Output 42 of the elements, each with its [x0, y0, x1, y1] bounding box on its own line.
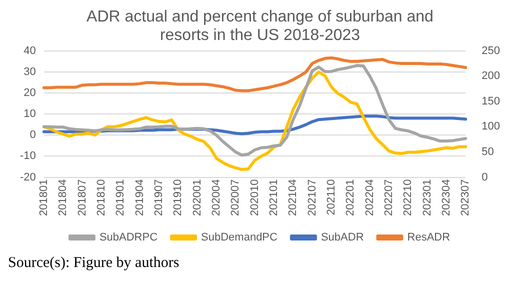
- x-tick-label: 202204: [364, 179, 376, 216]
- x-tick-label: 201810: [95, 179, 108, 216]
- y2-tick-label: 100: [482, 120, 500, 133]
- y2-tick-label: 250: [482, 44, 500, 57]
- y-tick-label: 10: [24, 108, 36, 120]
- x-tick-label: 201807: [76, 179, 88, 216]
- x-tick-label: 202001: [191, 179, 204, 216]
- x-tick-label: 202101: [268, 179, 280, 216]
- y-tick-label: -20: [20, 171, 36, 184]
- x-tick-label: 202104: [287, 179, 300, 216]
- chart-title: ADR actual and percent change of suburban and resorts in the US 2018-2023: [86, 8, 434, 44]
- y-tick-label: 30: [24, 66, 36, 78]
- y2-tick-label: 0: [482, 171, 488, 184]
- x-tick-label: 202304: [440, 179, 453, 216]
- legend-label: SubADR: [320, 232, 364, 244]
- y-tick-label: 20: [24, 86, 36, 99]
- x-tick-label: 201804: [57, 179, 70, 216]
- x-tick-label: 202210: [402, 179, 414, 216]
- x-tick-label: 202107: [306, 179, 318, 216]
- y2-tick-label: 50: [482, 146, 494, 158]
- legend-label: SubADRPC: [99, 232, 158, 244]
- source-note: Source(s): Figure by authors: [8, 254, 180, 273]
- x-tick-label: 202110: [325, 179, 338, 216]
- x-tick-label: 202207: [382, 179, 395, 216]
- x-tick-label: 201904: [134, 179, 146, 216]
- y2-tick-label: 200: [482, 70, 500, 82]
- x-tick-label: 202201: [344, 179, 357, 216]
- y-tick-label: -10: [20, 150, 36, 162]
- x-tick-label: 202007: [230, 179, 242, 216]
- x-tick-label: 201901: [114, 179, 127, 216]
- y2-tick-label: 150: [482, 95, 500, 108]
- x-tick-label: 201801: [38, 179, 50, 216]
- x-tick-label: 202307: [460, 179, 472, 216]
- x-tick-label: 202004: [210, 179, 222, 216]
- x-tick-label: 201910: [172, 179, 184, 216]
- legend-label: ResADR: [407, 232, 450, 244]
- legend-label: SubDemandPC: [201, 232, 278, 244]
- x-tick-label: 202010: [248, 179, 261, 216]
- y-tick-label: 0: [30, 129, 36, 142]
- x-tick-label: 201907: [152, 179, 165, 216]
- y-tick-label: 40: [24, 44, 36, 57]
- x-tick-label: 202301: [421, 179, 434, 216]
